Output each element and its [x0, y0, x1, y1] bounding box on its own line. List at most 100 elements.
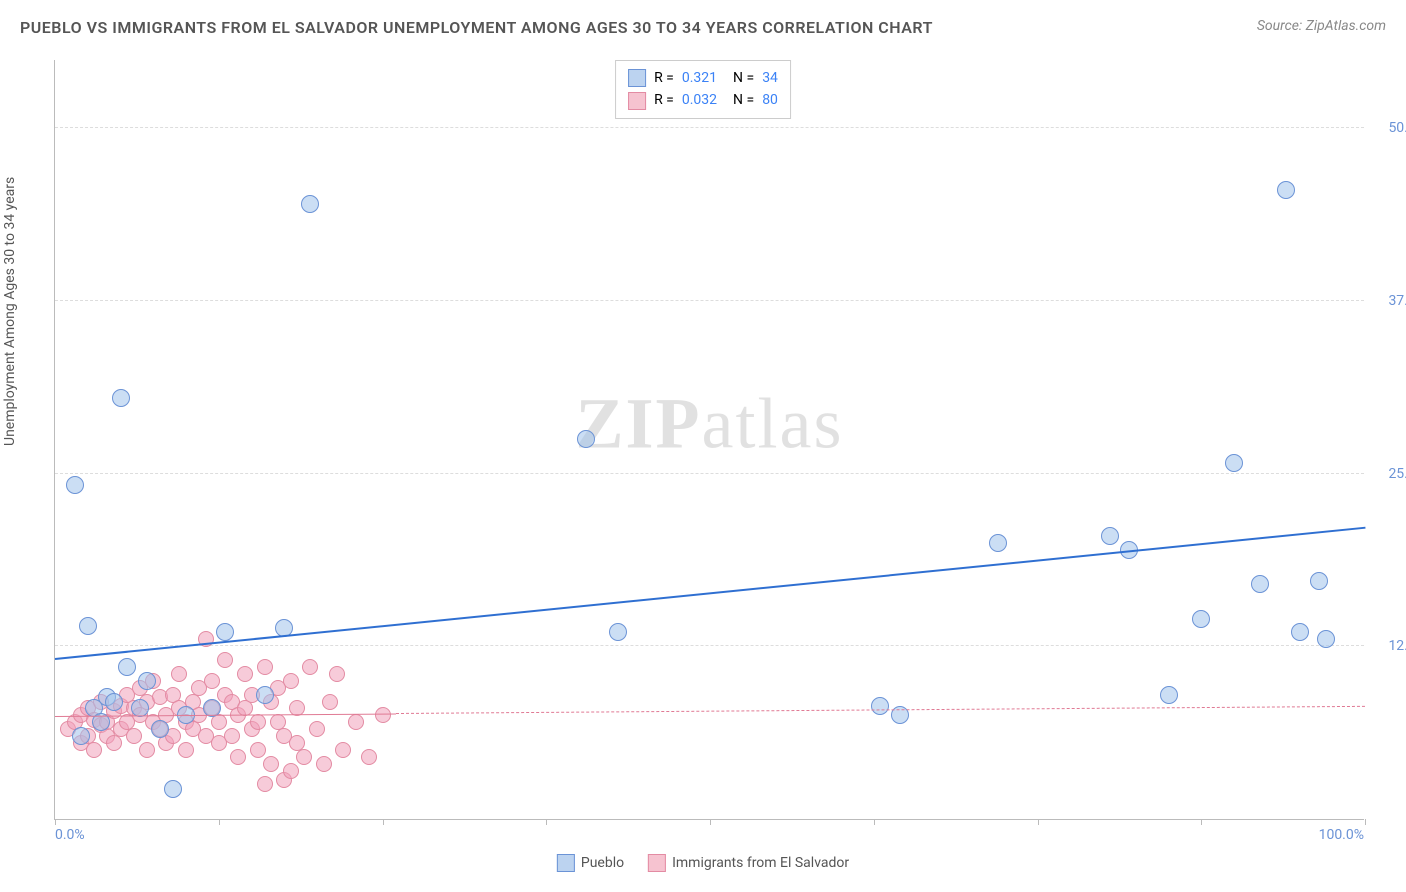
data-point	[263, 756, 279, 772]
legend-swatch-pueblo-icon	[557, 854, 575, 872]
data-point	[329, 666, 345, 682]
data-point	[257, 659, 273, 675]
chart-title: PUEBLO VS IMMIGRANTS FROM EL SALVADOR UN…	[20, 18, 933, 37]
source-attribution: Source: ZipAtlas.com	[1257, 18, 1386, 34]
r-label: R =	[654, 89, 674, 111]
watermark-bold: ZIP	[576, 384, 702, 464]
legend-label: Immigrants from El Salvador	[672, 855, 849, 871]
data-point	[112, 389, 130, 407]
data-point	[151, 720, 169, 738]
x-tick	[710, 819, 711, 825]
legend-item-pueblo: Pueblo	[557, 854, 624, 872]
data-point	[1317, 630, 1335, 648]
n-value: 80	[762, 89, 778, 111]
legend-swatch-pueblo	[628, 69, 646, 87]
data-point	[1160, 686, 1178, 704]
x-tick	[383, 819, 384, 825]
data-point	[106, 735, 122, 751]
data-point	[1192, 610, 1210, 628]
x-tick	[1365, 819, 1366, 825]
data-point	[322, 694, 338, 710]
legend-item-salvador: Immigrants from El Salvador	[648, 854, 849, 872]
data-point	[79, 617, 97, 635]
y-tick-label: 12.5%	[1388, 638, 1406, 654]
data-point	[301, 195, 319, 213]
data-point	[250, 714, 266, 730]
data-point	[216, 623, 234, 641]
y-tick-label: 37.5%	[1388, 293, 1406, 309]
watermark-rest: atlas	[702, 384, 844, 464]
data-point	[217, 652, 233, 668]
r-value: 0.321	[682, 67, 717, 89]
data-point	[296, 749, 312, 765]
data-point	[118, 658, 136, 676]
y-tick-label: 50.0%	[1388, 120, 1406, 136]
data-point	[375, 707, 391, 723]
data-point	[164, 780, 182, 798]
data-point	[309, 721, 325, 737]
y-axis-label: Unemployment Among Ages 30 to 34 years	[2, 177, 18, 446]
data-point	[230, 749, 246, 765]
x-tick	[874, 819, 875, 825]
r-value: 0.032	[682, 89, 717, 111]
x-tick	[219, 819, 220, 825]
data-point	[257, 776, 273, 792]
gridline	[55, 473, 1364, 474]
n-label: N =	[733, 89, 754, 111]
data-point	[316, 756, 332, 772]
data-point	[609, 623, 627, 641]
watermark: ZIPatlas	[576, 383, 844, 466]
data-point	[72, 727, 90, 745]
data-point	[283, 763, 299, 779]
data-point	[1277, 181, 1295, 199]
legend-swatch-salvador-icon	[648, 854, 666, 872]
legend-swatch-salvador	[628, 92, 646, 110]
x-tick	[1201, 819, 1202, 825]
gridline	[55, 645, 1364, 646]
data-point	[250, 742, 266, 758]
scatter-plot-area: ZIPatlas 12.5%25.0%37.5%50.0%0.0%100.0%	[54, 60, 1364, 820]
data-point	[139, 742, 155, 758]
x-tick	[546, 819, 547, 825]
series-legend: Pueblo Immigrants from El Salvador	[557, 854, 849, 872]
data-point	[126, 728, 142, 744]
gridline	[55, 300, 1364, 301]
data-point	[86, 742, 102, 758]
data-point	[1225, 454, 1243, 472]
legend-row-salvador: R = 0.032 N = 80	[628, 89, 778, 111]
data-point	[335, 742, 351, 758]
data-point	[138, 672, 156, 690]
data-point	[171, 666, 187, 682]
data-point	[105, 693, 123, 711]
data-point	[1101, 527, 1119, 545]
data-point	[302, 659, 318, 675]
data-point	[1291, 623, 1309, 641]
data-point	[66, 476, 84, 494]
legend-row-pueblo: R = 0.321 N = 34	[628, 67, 778, 89]
data-point	[577, 430, 595, 448]
n-value: 34	[762, 67, 778, 89]
data-point	[237, 666, 253, 682]
gridline	[55, 127, 1364, 128]
data-point	[989, 534, 1007, 552]
data-point	[204, 673, 220, 689]
data-point	[224, 728, 240, 744]
r-label: R =	[654, 67, 674, 89]
data-point	[871, 697, 889, 715]
x-tick	[1038, 819, 1039, 825]
x-max-label: 100.0%	[1319, 827, 1364, 843]
trend-line	[55, 527, 1365, 660]
legend-label: Pueblo	[581, 855, 624, 871]
data-point	[178, 742, 194, 758]
y-tick-label: 25.0%	[1388, 466, 1406, 482]
x-tick	[55, 819, 56, 825]
data-point	[1251, 575, 1269, 593]
data-point	[348, 714, 364, 730]
data-point	[361, 749, 377, 765]
data-point	[256, 686, 274, 704]
data-point	[283, 673, 299, 689]
correlation-legend: R = 0.321 N = 34 R = 0.032 N = 80	[615, 60, 791, 119]
x-min-label: 0.0%	[55, 827, 85, 843]
data-point	[1310, 572, 1328, 590]
n-label: N =	[733, 67, 754, 89]
